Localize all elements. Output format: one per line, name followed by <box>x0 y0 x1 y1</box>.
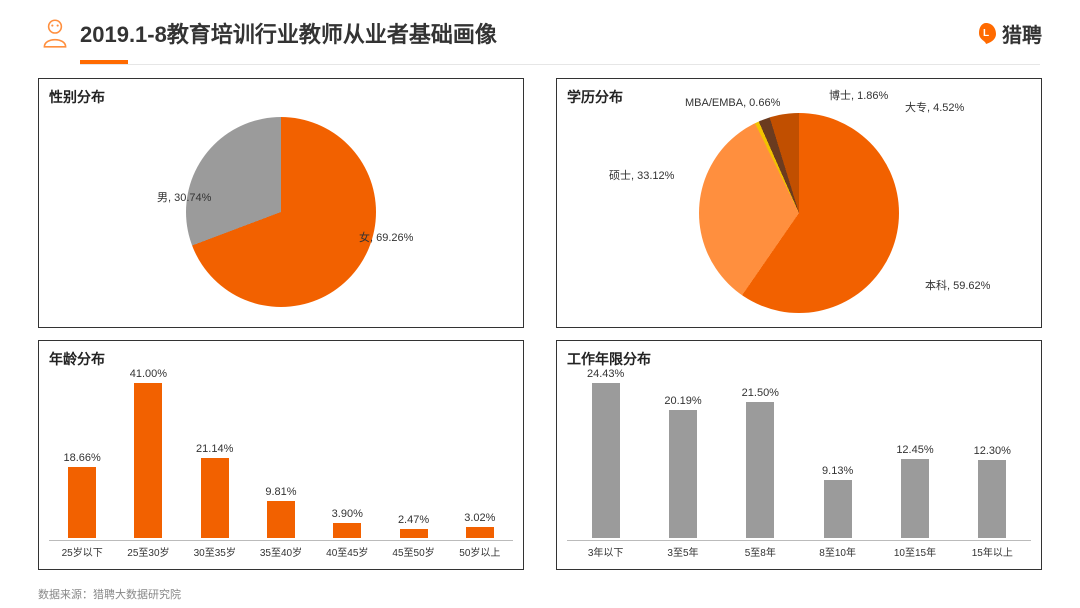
bar-column: 41.00% 25至30岁 <box>115 368 181 559</box>
svg-text:L: L <box>983 28 989 39</box>
bar-category-label: 50岁以上 <box>459 544 500 559</box>
footer-source: 数据来源：猎聘大数据研究院 <box>38 586 181 602</box>
panel-age: 年龄分布 18.66% 25岁以下 41.00% 25至30岁 21.14% 30至35岁… <box>38 340 524 570</box>
pie-education-wrap <box>699 113 899 313</box>
panel-title: 性别分布 <box>49 87 513 107</box>
bar-column: 20.19% 3至5年 <box>644 395 721 559</box>
bar-rect <box>134 383 162 538</box>
panel-education: 学历分布 本科, 59.62%硕士, 33.12%MBA/EMBA, 0.66%… <box>556 78 1042 328</box>
logo-text: 猎聘 <box>1002 19 1042 48</box>
bar-value-label: 41.00% <box>130 368 167 380</box>
bar-rect <box>669 410 697 538</box>
bar-category-label: 3至5年 <box>667 544 698 559</box>
pie-slice-label: 硕士, 33.12% <box>609 167 674 183</box>
bar-value-label: 9.13% <box>822 465 853 477</box>
pie-slice-label: 男, 30.74% <box>157 189 211 205</box>
bar-category-label: 5至8年 <box>745 544 776 559</box>
bars-age: 18.66%25岁以下41.00%25至30岁21.14%30至35岁9.81%… <box>49 377 513 559</box>
bar-rect <box>68 467 96 538</box>
pie-gender-wrap <box>186 117 376 307</box>
bar-rect <box>267 501 295 538</box>
pie-slice-label: 本科, 59.62% <box>925 277 990 293</box>
bar-rect <box>466 527 494 538</box>
pie-slice-label: 博士, 1.86% <box>829 87 888 103</box>
header: 2019.1-8教育培训行业教师从业者基础画像 L 猎聘 <box>0 0 1080 54</box>
bar-value-label: 21.14% <box>196 443 233 455</box>
bar-category-label: 25至30岁 <box>127 544 169 559</box>
pie-slice-label: 女, 69.26% <box>359 229 413 245</box>
pie-slice-label: 大专, 4.52% <box>905 99 964 115</box>
bar-value-label: 18.66% <box>63 452 100 464</box>
bar-category-label: 10至15年 <box>894 544 936 559</box>
bar-rect <box>978 460 1006 538</box>
bar-value-label: 2.47% <box>398 514 429 526</box>
panel-title: 年龄分布 <box>49 349 513 369</box>
chart-grid: 性别分布 女, 69.26%男, 30.74% 学历分布 本科, 59.62%硕… <box>0 64 1080 570</box>
bar-rect <box>201 458 229 538</box>
bar-category-label: 3年以下 <box>588 544 624 559</box>
bar-value-label: 9.81% <box>265 486 296 498</box>
bar-column: 3.90% 40至45岁 <box>314 508 380 559</box>
bar-value-label: 12.45% <box>896 444 933 456</box>
bar-value-label: 3.02% <box>464 512 495 524</box>
bar-category-label: 15年以上 <box>972 544 1013 559</box>
bar-column: 9.13% 8至10年 <box>799 465 876 559</box>
panel-experience: 工作年限分布 24.43% 3年以下 20.19% 3至5年 21.50% 5至8年 9.1… <box>556 340 1042 570</box>
bar-column: 21.50% 5至8年 <box>722 387 799 559</box>
pie-slice-label: MBA/EMBA, 0.66% <box>685 97 780 109</box>
bar-category-label: 45至50岁 <box>392 544 434 559</box>
bar-category-label: 30至35岁 <box>194 544 236 559</box>
bar-rect <box>824 480 852 538</box>
panel-gender: 性别分布 女, 69.26% 男, 30.74% <box>38 78 524 328</box>
bar-value-label: 12.30% <box>974 445 1011 457</box>
bar-category-label: 8至10年 <box>819 544 856 559</box>
bar-category-label: 40至45岁 <box>326 544 368 559</box>
bar-value-label: 20.19% <box>664 395 701 407</box>
bar-category-label: 25岁以下 <box>62 544 103 559</box>
bar-rect <box>400 529 428 538</box>
bar-value-label: 24.43% <box>587 368 624 380</box>
bar-column: 9.81% 35至40岁 <box>248 486 314 559</box>
brand-logo: L 猎聘 <box>974 19 1042 48</box>
person-icon <box>38 16 72 50</box>
bar-column: 21.14% 30至35岁 <box>182 443 248 559</box>
title-underline <box>80 60 128 64</box>
bar-column: 12.30% 15年以上 <box>954 445 1031 559</box>
bars-experience: 24.43%3年以下20.19%3至5年21.50%5至8年9.13%8至10年… <box>567 377 1031 559</box>
bar-rect <box>901 459 929 538</box>
bar-rect <box>592 383 620 538</box>
bar-column: 3.02% 50岁以上 <box>447 512 513 559</box>
bar-column: 2.47% 45至50岁 <box>380 514 446 559</box>
bar-column: 12.45% 10至15年 <box>876 444 953 559</box>
bar-category-label: 35至40岁 <box>260 544 302 559</box>
bar-column: 24.43% 3年以下 <box>567 368 644 559</box>
logo-icon: L <box>974 21 998 45</box>
panel-title: 工作年限分布 <box>567 349 1031 369</box>
pie-chart <box>186 117 376 307</box>
bar-rect <box>333 523 361 538</box>
bar-value-label: 21.50% <box>742 387 779 399</box>
bar-value-label: 3.90% <box>332 508 363 520</box>
bar-rect <box>746 402 774 538</box>
pie-chart <box>699 113 899 313</box>
page-title: 2019.1-8教育培训行业教师从业者基础画像 <box>80 17 974 49</box>
bar-column: 18.66% 25岁以下 <box>49 452 115 559</box>
